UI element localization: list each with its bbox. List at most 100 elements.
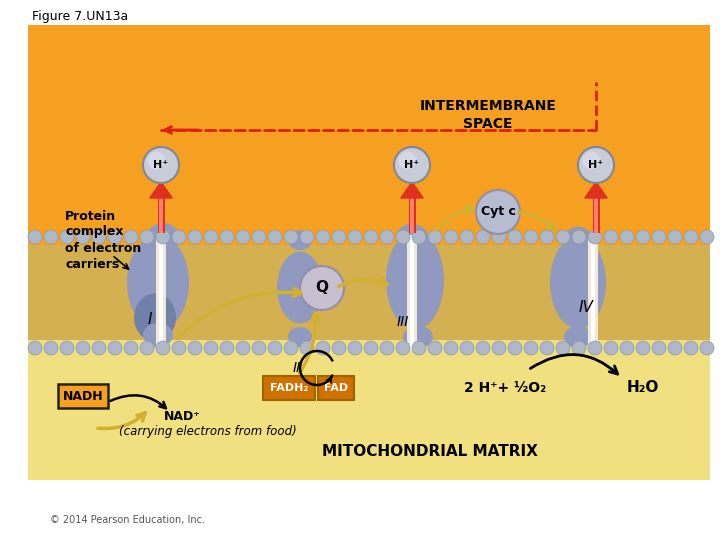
Bar xyxy=(410,196,414,233)
Ellipse shape xyxy=(288,327,312,347)
Text: NADH: NADH xyxy=(63,389,103,402)
Ellipse shape xyxy=(476,190,520,234)
Text: IV: IV xyxy=(579,300,593,315)
Bar xyxy=(318,376,354,400)
Ellipse shape xyxy=(236,341,250,355)
Ellipse shape xyxy=(332,230,346,244)
Bar xyxy=(588,235,598,350)
Ellipse shape xyxy=(604,230,618,244)
Ellipse shape xyxy=(684,341,698,355)
Ellipse shape xyxy=(588,341,602,355)
Ellipse shape xyxy=(604,341,618,355)
Ellipse shape xyxy=(398,152,416,170)
Ellipse shape xyxy=(127,235,189,330)
Ellipse shape xyxy=(28,341,42,355)
Ellipse shape xyxy=(252,230,266,244)
Bar xyxy=(593,196,600,233)
Text: NAD⁺: NAD⁺ xyxy=(163,409,200,422)
Text: H₂O: H₂O xyxy=(627,381,660,395)
Text: FADH₂: FADH₂ xyxy=(270,383,308,393)
Ellipse shape xyxy=(148,152,166,170)
Ellipse shape xyxy=(348,230,362,244)
Ellipse shape xyxy=(396,230,410,244)
Ellipse shape xyxy=(508,341,522,355)
Ellipse shape xyxy=(636,341,650,355)
Ellipse shape xyxy=(288,230,312,250)
Ellipse shape xyxy=(508,230,522,244)
Bar xyxy=(159,196,163,233)
Ellipse shape xyxy=(268,341,282,355)
Ellipse shape xyxy=(380,230,394,244)
Bar xyxy=(28,25,710,480)
Text: H⁺: H⁺ xyxy=(405,160,420,170)
Ellipse shape xyxy=(284,230,298,244)
Text: FAD: FAD xyxy=(324,383,348,393)
Ellipse shape xyxy=(124,341,138,355)
Bar xyxy=(409,196,416,233)
Ellipse shape xyxy=(220,230,234,244)
Ellipse shape xyxy=(412,341,426,355)
Ellipse shape xyxy=(284,341,298,355)
Ellipse shape xyxy=(700,230,714,244)
Ellipse shape xyxy=(236,230,250,244)
Ellipse shape xyxy=(316,341,330,355)
Ellipse shape xyxy=(28,230,42,244)
Ellipse shape xyxy=(92,230,106,244)
Ellipse shape xyxy=(204,341,218,355)
Ellipse shape xyxy=(636,230,650,244)
Ellipse shape xyxy=(386,232,444,329)
Ellipse shape xyxy=(143,323,173,347)
Ellipse shape xyxy=(524,230,538,244)
Ellipse shape xyxy=(300,230,314,244)
Ellipse shape xyxy=(578,147,614,183)
Ellipse shape xyxy=(108,341,122,355)
Ellipse shape xyxy=(348,341,362,355)
Bar xyxy=(156,235,166,350)
Text: Figure 7.UN13a: Figure 7.UN13a xyxy=(32,10,128,23)
Text: 2 H⁺+ ½O₂: 2 H⁺+ ½O₂ xyxy=(464,381,546,395)
Ellipse shape xyxy=(268,230,282,244)
Ellipse shape xyxy=(556,230,570,244)
Ellipse shape xyxy=(572,341,586,355)
Ellipse shape xyxy=(540,341,554,355)
Ellipse shape xyxy=(588,230,602,244)
Ellipse shape xyxy=(428,230,442,244)
Ellipse shape xyxy=(403,326,433,348)
Ellipse shape xyxy=(134,294,176,341)
Ellipse shape xyxy=(564,227,592,251)
Ellipse shape xyxy=(143,147,179,183)
Bar xyxy=(410,235,414,350)
Ellipse shape xyxy=(76,230,90,244)
Polygon shape xyxy=(585,182,607,198)
Bar xyxy=(28,340,710,480)
Ellipse shape xyxy=(476,341,490,355)
Ellipse shape xyxy=(172,341,186,355)
Ellipse shape xyxy=(140,341,154,355)
Ellipse shape xyxy=(156,230,170,244)
Ellipse shape xyxy=(556,341,570,355)
Ellipse shape xyxy=(582,152,600,170)
Ellipse shape xyxy=(204,230,218,244)
Ellipse shape xyxy=(444,341,458,355)
Ellipse shape xyxy=(668,341,682,355)
Ellipse shape xyxy=(332,341,346,355)
Ellipse shape xyxy=(76,341,90,355)
Ellipse shape xyxy=(444,230,458,244)
Text: I: I xyxy=(148,313,152,327)
Ellipse shape xyxy=(492,230,506,244)
Ellipse shape xyxy=(564,326,592,348)
Text: INTERMEMBRANE
SPACE: INTERMEMBRANE SPACE xyxy=(420,99,557,131)
Ellipse shape xyxy=(460,230,474,244)
Text: Q: Q xyxy=(315,280,328,295)
Ellipse shape xyxy=(188,341,202,355)
Ellipse shape xyxy=(44,230,58,244)
Ellipse shape xyxy=(476,230,490,244)
Ellipse shape xyxy=(460,341,474,355)
Ellipse shape xyxy=(540,230,554,244)
Ellipse shape xyxy=(572,230,586,244)
Bar xyxy=(58,384,108,408)
Ellipse shape xyxy=(188,230,202,244)
Ellipse shape xyxy=(492,341,506,355)
Ellipse shape xyxy=(524,341,538,355)
Ellipse shape xyxy=(156,341,170,355)
